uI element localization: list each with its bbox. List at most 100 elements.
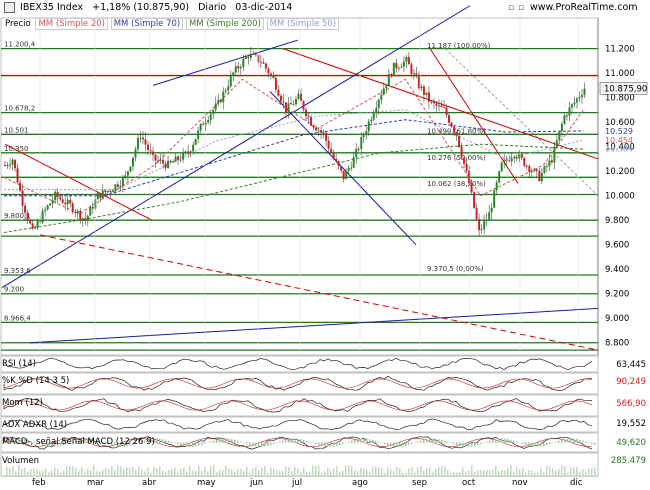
level-label: 8.966,4 (4, 314, 31, 322)
candle-body (427, 92, 430, 102)
macd-histogram-bar (225, 438, 227, 443)
macd-histogram-bar (12, 438, 14, 443)
month-label: sep (412, 478, 427, 488)
candle-body (131, 157, 134, 167)
volume-bar (549, 466, 551, 476)
candle-body (194, 138, 197, 145)
macd-histogram-bar (228, 438, 230, 443)
volume-bar (306, 471, 308, 476)
macd-histogram-bar (81, 438, 83, 443)
macd-histogram-bar (366, 438, 368, 443)
volume-bar (261, 468, 263, 476)
candle-body (29, 219, 32, 224)
volume-bar (495, 465, 497, 476)
volume-bar (348, 465, 350, 476)
macd-histogram-bar (279, 441, 281, 443)
candle-body (488, 212, 491, 220)
volume-bar (93, 465, 95, 476)
candle-body (365, 131, 368, 136)
macd-histogram-bar (312, 442, 314, 444)
macd-histogram-bar (387, 442, 389, 446)
candle-body (565, 115, 568, 117)
candle-body (162, 159, 165, 164)
volume-bar (408, 468, 410, 476)
indicator-value-stoch: 90,249 (616, 377, 646, 387)
macd-histogram-bar (57, 442, 59, 447)
macd-histogram-bar (201, 442, 203, 445)
y-tick-label: 11.200 (605, 45, 635, 55)
month-label: jul (291, 478, 302, 488)
candle-body (116, 184, 119, 187)
trendline-blue-channel (152, 39, 299, 86)
macd-histogram-bar (435, 438, 437, 443)
volume-bar (126, 467, 128, 476)
candle-body (54, 191, 57, 201)
candle-body (405, 57, 408, 62)
volume-bar (234, 471, 236, 476)
candle-body (400, 66, 403, 68)
volume-bar (81, 466, 83, 476)
volume-bar (291, 470, 293, 476)
candle-body (141, 137, 144, 140)
macd-histogram-bar (222, 438, 224, 443)
volume-bar (237, 469, 239, 476)
settings-icon[interactable]: ▫ (518, 3, 525, 13)
candle-body (558, 131, 561, 141)
candle-body (387, 74, 390, 86)
candle-body (332, 153, 335, 159)
candle-body (410, 64, 413, 74)
candle-body (563, 115, 566, 124)
macd-histogram-bar (9, 439, 11, 443)
candle-body (340, 166, 343, 171)
volume-bar (60, 472, 62, 476)
candle-body (355, 148, 358, 158)
macd-histogram-bar (135, 442, 137, 444)
candle-body (204, 122, 207, 125)
macd-histogram-bar (270, 442, 272, 446)
candle-body (335, 158, 338, 162)
macd-histogram-bar (354, 439, 356, 443)
volume-bar (156, 467, 158, 476)
candle-body (473, 192, 476, 209)
zoom-icon[interactable]: ▫ (508, 3, 515, 13)
volume-bar (528, 470, 530, 476)
macd-histogram-bar (267, 442, 269, 446)
volume-bar (534, 472, 536, 476)
volume-bar (456, 472, 458, 476)
macd-histogram-bar (552, 442, 554, 444)
candle-body (430, 101, 433, 103)
y-tick-label: 10.800 (605, 94, 635, 104)
indicator-panel (0, 452, 599, 477)
macd-histogram-bar (489, 440, 491, 443)
volume-bar (579, 472, 581, 476)
macd-histogram-bar (327, 442, 329, 447)
y-tick-label: 9.400 (605, 265, 629, 275)
candle-body (89, 206, 92, 216)
candle-body (305, 109, 308, 117)
volume-bar (417, 466, 419, 476)
macd-histogram-bar (381, 442, 383, 444)
candle-body (297, 93, 300, 99)
indicator-signal-line (3, 437, 593, 448)
month-label: oct (462, 478, 476, 488)
candle-body (274, 77, 277, 90)
macd-histogram-bar (300, 439, 302, 443)
candle-body (367, 121, 370, 132)
macd-histogram-bar (78, 439, 80, 443)
last-price-box (599, 82, 648, 95)
trendline-blue-long (29, 307, 599, 344)
volume-bar (225, 465, 227, 476)
volume-bar (591, 468, 593, 476)
macd-histogram-bar (492, 439, 494, 443)
macd-histogram-bar (87, 438, 89, 443)
candle-body (249, 53, 252, 58)
candle-body (503, 159, 506, 163)
macd-histogram-bar (315, 442, 317, 445)
candle-body (126, 171, 129, 176)
macd-histogram-bar (144, 440, 146, 443)
candle-body (86, 215, 89, 221)
macd-histogram-bar (525, 442, 527, 446)
volume-bar (243, 470, 245, 476)
volume-bar (15, 471, 17, 476)
macd-histogram-bar (147, 439, 149, 443)
